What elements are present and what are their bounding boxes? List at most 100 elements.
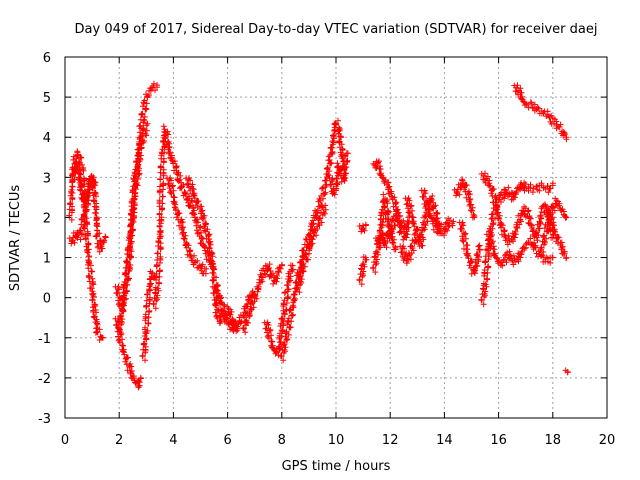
x-tick-label: 16 [490, 433, 507, 448]
data-point [196, 233, 207, 249]
y-tick-label: 5 [43, 91, 51, 106]
x-axis-label: GPS time / hours [282, 459, 391, 474]
data-point [470, 259, 481, 277]
data-point [563, 254, 570, 261]
series-arc-25 [451, 176, 478, 221]
data-point [143, 85, 154, 101]
data-point [473, 243, 483, 265]
y-tick-label: 3 [43, 171, 51, 186]
data-point [102, 234, 109, 241]
x-tick-label: 6 [223, 433, 231, 448]
data-point [217, 310, 229, 323]
series-arc-16 [326, 150, 351, 198]
data-point [436, 230, 442, 237]
series-arc-12 [240, 261, 285, 336]
data-point [481, 173, 491, 186]
x-tick-label: 2 [115, 433, 123, 448]
series-arc-20 [370, 158, 410, 235]
data-point [443, 217, 453, 230]
data-point [156, 155, 167, 242]
data-point [335, 127, 346, 152]
data-point [478, 281, 489, 308]
data-point [280, 286, 292, 313]
data-point [491, 252, 503, 265]
data-point [563, 134, 570, 141]
data-point [362, 254, 369, 261]
data-point [261, 319, 272, 332]
data-point [294, 261, 307, 296]
series-arc-1 [66, 148, 106, 343]
series-arc-18 [356, 221, 369, 235]
y-tick-label: 4 [43, 131, 51, 146]
data-point [543, 207, 554, 220]
y-tick-label: -2 [38, 372, 51, 387]
series-arc-21 [373, 223, 399, 253]
data-point [277, 329, 291, 364]
x-tick-label: 12 [382, 433, 399, 448]
data-point [416, 227, 426, 241]
data-point [269, 344, 280, 357]
data-point [340, 150, 351, 184]
data-point [486, 215, 497, 238]
data-point [521, 179, 534, 194]
y-tick-label: -3 [38, 412, 51, 427]
data-point [310, 203, 323, 221]
data-point [91, 182, 98, 189]
series-arc-29 [483, 231, 556, 269]
data-point [139, 329, 150, 364]
data-point [141, 287, 154, 334]
y-tick-label: 2 [43, 211, 51, 226]
series-arc-30 [511, 82, 570, 143]
data-point [402, 195, 413, 208]
data-point [508, 190, 518, 203]
data-point [197, 261, 206, 274]
data-point [476, 242, 483, 249]
data-point [315, 203, 329, 226]
series-arc-15 [294, 202, 329, 296]
data-point [527, 99, 538, 114]
data-point [356, 261, 367, 288]
data-point [85, 261, 97, 292]
series-arc-6 [112, 120, 151, 314]
data-point [216, 294, 225, 307]
series-arc-32 [543, 207, 570, 262]
data-point [90, 309, 101, 332]
data-point [129, 373, 139, 386]
data-points [66, 80, 571, 391]
series-arc-26 [456, 219, 483, 277]
x-tick-label: 0 [61, 433, 69, 448]
data-point [471, 214, 478, 221]
data-point [549, 182, 556, 189]
chart-title: Day 049 of 2017, Sidereal Day-to-day VTE… [75, 22, 598, 37]
data-point [429, 202, 441, 219]
data-point [343, 150, 350, 157]
data-point [433, 223, 442, 236]
series-arc-33 [562, 367, 571, 376]
data-point [480, 246, 493, 290]
data-point [137, 374, 144, 381]
data-point [299, 245, 313, 270]
series-arc-24 [418, 187, 442, 237]
data-point [483, 231, 494, 244]
data-point [380, 191, 392, 222]
series-arc-27 [478, 179, 556, 308]
data-point [461, 183, 473, 201]
x-tick-label: 8 [278, 433, 286, 448]
data-point [564, 368, 571, 375]
data-point [256, 271, 266, 285]
series-arc-3 [69, 160, 99, 206]
data-point [403, 226, 410, 233]
data-point [369, 249, 381, 276]
data-point [497, 189, 508, 202]
data-point [164, 175, 174, 188]
series-arc-17 [356, 254, 370, 288]
data-point [90, 193, 101, 237]
data-point [150, 285, 161, 312]
data-point [514, 250, 524, 263]
data-point [392, 246, 399, 253]
data-point [495, 192, 504, 205]
data-point [112, 283, 123, 300]
series-arc-8 [150, 123, 218, 312]
data-point [544, 108, 556, 125]
